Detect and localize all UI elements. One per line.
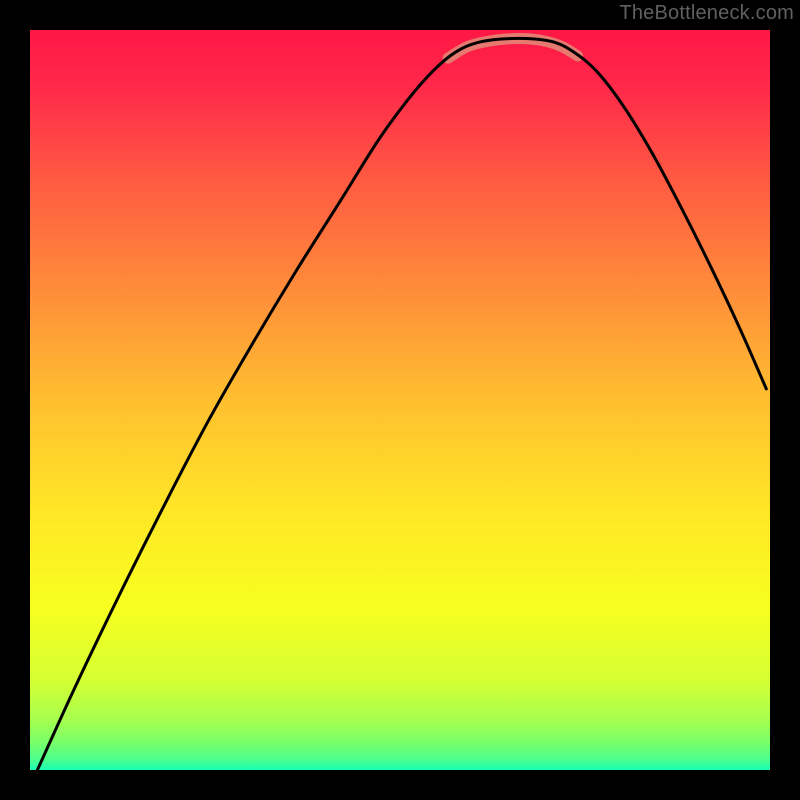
attribution-text: TheBottleneck.com <box>619 2 794 25</box>
bottleneck-chart <box>0 0 800 800</box>
plot-area-gradient <box>30 30 770 770</box>
frame-bottom <box>0 770 800 800</box>
frame-left <box>0 0 30 800</box>
chart-container: TheBottleneck.com <box>0 0 800 800</box>
frame-right <box>770 0 800 800</box>
